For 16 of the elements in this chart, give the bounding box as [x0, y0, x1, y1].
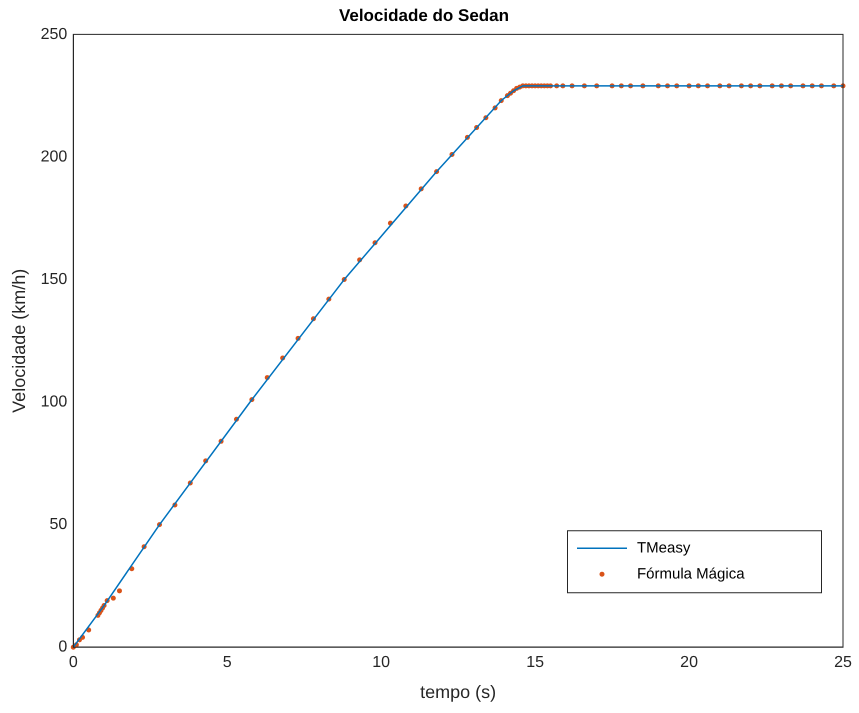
y-tick-label: 50 — [50, 516, 68, 534]
x-tick-label: 25 — [834, 654, 852, 672]
x-tick-label: 5 — [222, 654, 232, 672]
x-tick-label: 20 — [680, 654, 698, 672]
y-axis-title: Velocidade (km/h) — [8, 268, 29, 413]
y-tick-label: 250 — [40, 26, 68, 43]
x-tick-label: 10 — [372, 654, 390, 672]
x-axis-title: tempo (s) — [420, 682, 496, 702]
y-tick-label: 150 — [40, 270, 68, 288]
legend-label: Fórmula Mágica — [637, 565, 746, 582]
y-tick-label: 200 — [40, 148, 68, 166]
legend-label: TMeasy — [637, 539, 691, 556]
y-tick-label: 100 — [40, 393, 68, 410]
chart-title: Velocidade do Sedan — [338, 6, 510, 25]
y-tick-label: 0 — [58, 638, 68, 656]
x-tick-label: 15 — [526, 654, 544, 672]
